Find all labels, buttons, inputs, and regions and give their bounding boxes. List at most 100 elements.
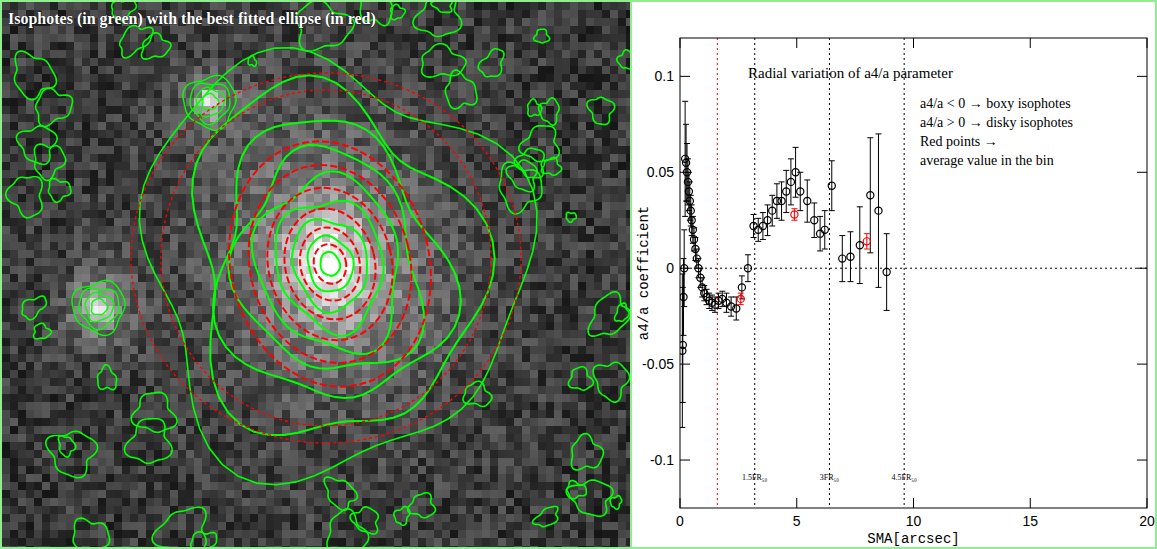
image-pixel	[82, 202, 90, 210]
image-pixel	[106, 122, 114, 130]
image-pixel	[450, 42, 458, 50]
image-pixel	[250, 146, 258, 154]
image-pixel	[538, 138, 546, 146]
image-pixel	[154, 74, 162, 82]
image-pixel	[562, 138, 570, 146]
image-pixel	[306, 106, 314, 114]
image-pixel	[186, 2, 194, 10]
image-pixel	[570, 138, 578, 146]
image-pixel	[82, 26, 90, 34]
image-pixel	[74, 146, 82, 154]
image-pixel	[498, 114, 506, 122]
image-pixel	[554, 26, 562, 34]
image-pixel	[514, 114, 522, 122]
image-pixel	[482, 122, 490, 130]
image-pixel	[594, 146, 602, 154]
image-pixel	[138, 114, 146, 122]
image-pixel	[490, 114, 498, 122]
image-pixel	[426, 186, 434, 194]
image-pixel	[578, 74, 586, 82]
image-pixel	[106, 58, 114, 66]
image-pixel	[290, 82, 298, 90]
image-pixel	[218, 162, 226, 170]
image-pixel	[138, 106, 146, 114]
image-pixel	[250, 114, 258, 122]
image-pixel	[570, 98, 578, 106]
image-pixel	[178, 58, 186, 66]
image-pixel	[50, 58, 58, 66]
image-pixel	[410, 122, 418, 130]
image-pixel	[570, 10, 578, 18]
image-pixel	[386, 194, 394, 202]
image-pixel	[82, 178, 90, 186]
image-pixel	[514, 170, 522, 178]
image-pixel	[410, 154, 418, 162]
image-pixel	[346, 130, 354, 138]
image-pixel	[418, 106, 426, 114]
image-pixel	[106, 178, 114, 186]
image-pixel	[26, 82, 34, 90]
image-pixel	[82, 90, 90, 98]
image-pixel	[330, 98, 338, 106]
image-pixel	[458, 146, 466, 154]
image-pixel	[2, 122, 10, 130]
image-pixel	[450, 130, 458, 138]
image-pixel	[82, 98, 90, 106]
image-pixel	[2, 90, 10, 98]
image-pixel	[418, 146, 426, 154]
image-pixel	[170, 106, 178, 114]
image-pixel	[26, 138, 34, 146]
image-pixel	[498, 154, 506, 162]
image-pixel	[474, 122, 482, 130]
image-pixel	[202, 66, 210, 74]
image-pixel	[466, 114, 474, 122]
image-pixel	[586, 50, 594, 58]
image-pixel	[570, 26, 578, 34]
image-pixel	[114, 74, 122, 82]
image-pixel	[570, 34, 578, 42]
image-pixel	[90, 26, 98, 34]
image-pixel	[586, 74, 594, 82]
image-pixel	[42, 194, 50, 202]
image-pixel	[602, 34, 610, 42]
image-pixel	[218, 146, 226, 154]
image-pixel	[178, 146, 186, 154]
image-pixel	[330, 122, 338, 130]
image-pixel	[10, 34, 18, 42]
image-pixel	[138, 66, 146, 74]
image-pixel	[74, 98, 82, 106]
image-pixel	[146, 202, 154, 210]
image-pixel	[130, 154, 138, 162]
image-pixel	[466, 138, 474, 146]
image-pixel	[522, 10, 530, 18]
image-pixel	[386, 74, 394, 82]
image-pixel	[146, 42, 154, 50]
image-pixel	[98, 114, 106, 122]
image-pixel	[218, 178, 226, 186]
image-pixel	[98, 34, 106, 42]
image-pixel	[586, 18, 594, 26]
image-pixel	[482, 42, 490, 50]
image-pixel	[538, 90, 546, 98]
image-pixel	[594, 26, 602, 34]
image-pixel	[90, 74, 98, 82]
image-pixel	[258, 146, 266, 154]
image-pixel	[106, 106, 114, 114]
image-pixel	[386, 90, 394, 98]
image-pixel	[482, 106, 490, 114]
image-pixel	[90, 106, 98, 114]
image-pixel	[426, 114, 434, 122]
image-pixel	[202, 170, 210, 178]
image-pixel	[26, 106, 34, 114]
image-pixel	[498, 82, 506, 90]
image-pixel	[530, 138, 538, 146]
image-pixel	[554, 2, 562, 10]
image-pixel	[402, 34, 410, 42]
image-pixel	[546, 90, 554, 98]
image-pixel	[130, 66, 138, 74]
image-pixel	[218, 186, 226, 194]
image-pixel	[330, 178, 338, 186]
image-pixel	[482, 74, 490, 82]
image-pixel	[610, 42, 618, 50]
image-pixel	[178, 26, 186, 34]
